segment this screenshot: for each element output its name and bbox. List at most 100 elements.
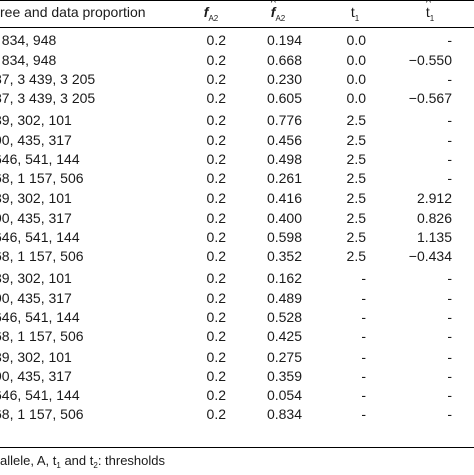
cell-f: 0.2 (206, 368, 226, 384)
cell-fhat: 0.528 (266, 309, 302, 325)
cell-that: 2.912 (416, 190, 452, 206)
cell-fhat: 0.162 (266, 270, 302, 286)
header-that-hat: ^ (425, 0, 431, 9)
footnote-part3: : thresholds (97, 453, 166, 468)
cell-fhat: 0.352 (266, 248, 302, 264)
cell-t: 0.0 (346, 90, 366, 106)
table-row: 646, 541, 144 0.2 0.498 2.5 - (0, 149, 474, 169)
cell-label: 90, 435, 317 (0, 368, 72, 384)
cell-that: - (447, 32, 452, 48)
cell-that: −0.567 (408, 90, 452, 106)
cell-t: 2.5 (346, 229, 366, 245)
header-f-sub: A2 (208, 14, 219, 23)
footnote-part1: allele, A, t (0, 453, 57, 468)
cell-fhat: 0.668 (266, 52, 302, 68)
cell-f: 0.2 (206, 270, 226, 286)
cell-label: 90, 435, 317 (0, 210, 72, 226)
cell-label: 68, 1 157, 506 (0, 406, 84, 422)
cell-fhat: 0.456 (266, 132, 302, 148)
cell-that: - (447, 270, 452, 286)
cell-fhat: 0.605 (266, 90, 302, 106)
footnote: allele, A, t1 and t2: thresholds (0, 452, 165, 475)
cell-t: 2.5 (346, 190, 366, 206)
cell-that: - (447, 71, 452, 87)
cell-label: 39, 302, 101 (0, 349, 72, 365)
cell-that: - (447, 151, 452, 167)
cell-that: - (447, 132, 452, 148)
cell-fhat: 0.194 (266, 32, 302, 48)
cell-t: 2.5 (346, 248, 366, 264)
cell-t: 2.5 (346, 170, 366, 186)
cell-t: 2.5 (346, 132, 366, 148)
table-row: 39, 302, 101 0.2 0.162 - - (0, 268, 474, 288)
cell-t: - (361, 309, 366, 325)
header-label: ree and data proportion (0, 4, 146, 20)
cell-f: 0.2 (206, 210, 226, 226)
table-row: 87, 3 439, 3 205 0.2 0.230 0.0 - (0, 69, 474, 89)
header-rule (0, 27, 474, 28)
cell-f: 0.2 (206, 328, 226, 344)
header-fhat: ^ fA2 (263, 0, 293, 23)
table-row: 646, 541, 144 0.2 0.528 - - (0, 307, 474, 327)
cell-label: , 834, 948 (0, 52, 57, 68)
cell-t: 2.5 (346, 112, 366, 128)
cell-f: 0.2 (206, 387, 226, 403)
header-fhat-symbol: f (270, 4, 276, 20)
cell-f: 0.2 (206, 406, 226, 422)
cell-that: - (447, 290, 452, 306)
cell-f: 0.2 (206, 32, 226, 48)
table-row: 39, 302, 101 0.2 0.416 2.5 2.912 (0, 188, 474, 208)
cell-label: 68, 1 157, 506 (0, 248, 84, 264)
table-row: 90, 435, 317 0.2 0.359 - - (0, 366, 474, 386)
cell-that: −0.550 (408, 52, 452, 68)
cell-f: 0.2 (206, 170, 226, 186)
cell-t: - (361, 406, 366, 422)
header-that: ^ t1 (415, 0, 445, 23)
cell-t: - (361, 349, 366, 365)
cell-t: - (361, 387, 366, 403)
cell-fhat: 0.261 (266, 170, 302, 186)
table-row: 646, 541, 144 0.2 0.054 - - (0, 385, 474, 405)
header-that-symbol: t (425, 4, 430, 20)
header-t-symbol: t (350, 4, 355, 20)
table-row: , 834, 948 0.2 0.668 0.0 −0.550 (0, 50, 474, 70)
cell-fhat: 0.230 (266, 71, 302, 87)
header-fhat-hat: ^ (270, 0, 276, 9)
cell-t: - (361, 368, 366, 384)
cell-that: - (447, 112, 452, 128)
cell-fhat: 0.400 (266, 210, 302, 226)
table-row: 646, 541, 144 0.2 0.598 2.5 1.135 (0, 227, 474, 247)
table-row: , 834, 948 0.2 0.194 0.0 - (0, 30, 474, 50)
cell-label: 646, 541, 144 (0, 309, 80, 325)
cell-label: , 834, 948 (0, 32, 57, 48)
cell-t: 0.0 (346, 71, 366, 87)
table-row: 68, 1 157, 506 0.2 0.425 - - (0, 326, 474, 346)
cell-f: 0.2 (206, 71, 226, 87)
bottom-rule (0, 447, 474, 448)
cell-that: 1.135 (416, 229, 452, 245)
cell-fhat: 0.489 (266, 290, 302, 306)
cell-f: 0.2 (206, 229, 226, 245)
table-row: 90, 435, 317 0.2 0.489 - - (0, 288, 474, 308)
cell-t: 2.5 (346, 210, 366, 226)
cell-fhat: 0.416 (266, 190, 302, 206)
cell-that: - (447, 170, 452, 186)
cell-that: 0.826 (416, 210, 452, 226)
cell-that: - (447, 406, 452, 422)
table-row: 87, 3 439, 3 205 0.2 0.605 0.0 −0.567 (0, 88, 474, 108)
cell-fhat: 0.498 (266, 151, 302, 167)
footnote-part2: and t (60, 453, 94, 468)
cell-fhat: 0.834 (266, 406, 302, 422)
cell-that: - (447, 368, 452, 384)
cell-t: 2.5 (346, 151, 366, 167)
cell-f: 0.2 (206, 112, 226, 128)
cell-that: −0.434 (408, 248, 452, 264)
table-row: 68, 1 157, 506 0.2 0.261 2.5 - (0, 168, 474, 188)
table-row: 90, 435, 317 0.2 0.456 2.5 - (0, 130, 474, 150)
cell-label: 87, 3 439, 3 205 (0, 71, 96, 87)
table-row: 68, 1 157, 506 0.2 0.834 - - (0, 404, 474, 424)
top-rule (0, 0, 474, 1)
cell-f: 0.2 (206, 248, 226, 264)
cell-t: 0.0 (346, 52, 366, 68)
